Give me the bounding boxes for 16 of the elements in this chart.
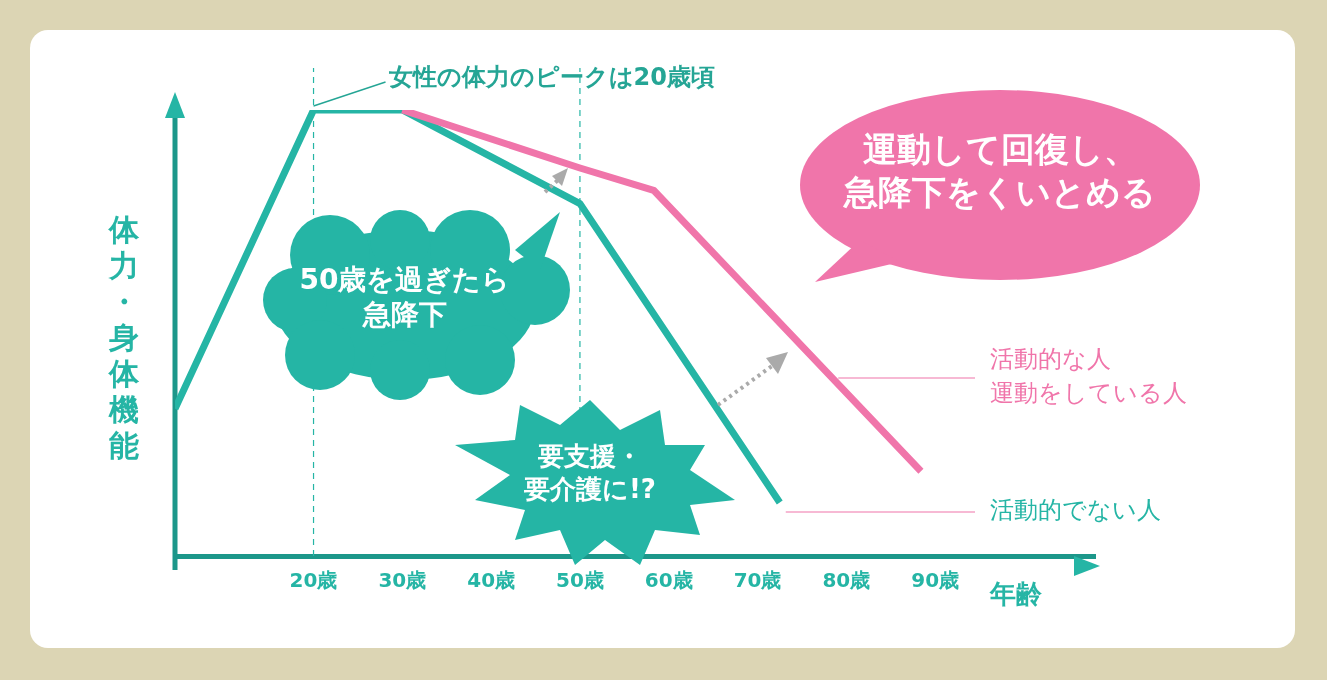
x-tick-label: 20歳 [289, 568, 338, 593]
x-tick-label: 90歳 [911, 568, 960, 593]
x-tick-label: 40歳 [467, 568, 516, 593]
x-tick-label: 60歳 [644, 568, 693, 593]
y-axis-title: 体力・身体機能 [108, 212, 140, 464]
annotation: 要支援・要介護に!? [523, 440, 657, 505]
x-tick-label: 70歳 [733, 568, 782, 593]
x-tick-label: 30歳 [378, 568, 427, 593]
x-tick-label: 50歳 [556, 568, 604, 593]
text: 活動的でない人 [990, 496, 1161, 525]
x-tick-label: 80歳 [822, 568, 871, 593]
text: 活動的な人運動をしている人 [990, 345, 1187, 408]
x-axis-title: 年齢 [990, 578, 1042, 611]
annotation: 50歳を過ぎたら急降下 [298, 262, 512, 332]
annotation: 運動して回復し、急降下をくいとめる [842, 128, 1157, 213]
annotation: 女性の体力のピークは20歳頃 [388, 62, 715, 92]
